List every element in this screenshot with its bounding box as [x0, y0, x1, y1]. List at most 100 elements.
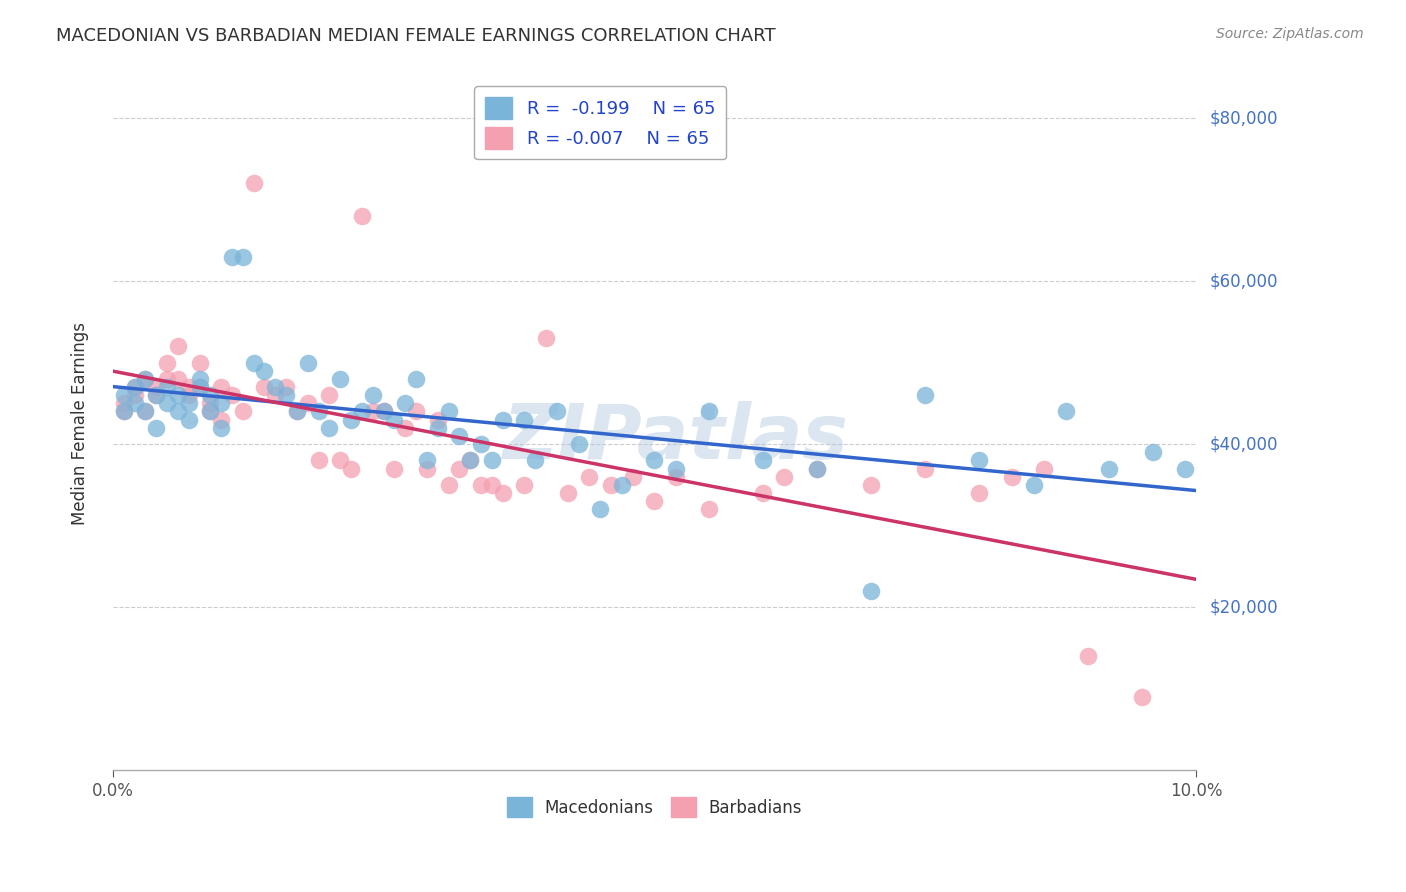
Point [1054, 404, 1077, 418]
Point [1174, 461, 1197, 475]
Point [221, 388, 243, 402]
Point [437, 478, 460, 492]
Point [361, 388, 384, 402]
Point [1130, 690, 1153, 704]
Point [361, 404, 384, 418]
Point [209, 380, 232, 394]
Point [276, 388, 298, 402]
Point [124, 380, 146, 394]
Point [329, 453, 352, 467]
Point [1098, 461, 1121, 475]
Point [524, 453, 547, 467]
Text: $40,000: $40,000 [1211, 435, 1278, 453]
Point [253, 380, 276, 394]
Point [405, 372, 427, 386]
Point [481, 478, 503, 492]
Point [124, 380, 146, 394]
Point [470, 437, 492, 451]
Point [188, 380, 211, 394]
Point [177, 396, 200, 410]
Point [200, 396, 222, 410]
Point [297, 396, 319, 410]
Point [285, 404, 308, 418]
Point [209, 396, 232, 410]
Point [568, 437, 591, 451]
Point [665, 469, 688, 483]
Point [470, 478, 492, 492]
Point [373, 404, 395, 418]
Point [200, 388, 222, 402]
Point [156, 372, 179, 386]
Point [350, 209, 373, 223]
Point [188, 380, 211, 394]
Point [697, 502, 720, 516]
Point [557, 486, 579, 500]
Point [253, 364, 276, 378]
Point [209, 421, 232, 435]
Point [232, 250, 254, 264]
Legend: Macedonians, Barbadians: Macedonians, Barbadians [501, 790, 808, 824]
Text: $60,000: $60,000 [1211, 272, 1278, 290]
Point [773, 469, 796, 483]
Point [124, 388, 146, 402]
Text: MACEDONIAN VS BARBADIAN MEDIAN FEMALE EARNINGS CORRELATION CHART: MACEDONIAN VS BARBADIAN MEDIAN FEMALE EA… [56, 27, 776, 45]
Point [297, 356, 319, 370]
Point [145, 388, 167, 402]
Point [134, 372, 156, 386]
Point [112, 404, 135, 418]
Point [188, 356, 211, 370]
Point [394, 421, 416, 435]
Point [492, 412, 515, 426]
Point [384, 461, 406, 475]
Point [969, 453, 991, 467]
Point [578, 469, 600, 483]
Point [276, 380, 298, 394]
Point [416, 453, 439, 467]
Point [285, 404, 308, 418]
Point [384, 412, 406, 426]
Point [589, 502, 612, 516]
Point [416, 461, 439, 475]
Point [449, 429, 471, 443]
Point [112, 396, 135, 410]
Point [145, 380, 167, 394]
Point [534, 331, 557, 345]
Point [621, 469, 644, 483]
Point [1022, 478, 1045, 492]
Point [318, 388, 340, 402]
Point [134, 372, 156, 386]
Point [112, 404, 135, 418]
Point [751, 486, 773, 500]
Point [513, 412, 536, 426]
Point [177, 388, 200, 402]
Point [177, 412, 200, 426]
Point [264, 380, 287, 394]
Point [394, 396, 416, 410]
Point [1142, 445, 1164, 459]
Point [166, 404, 188, 418]
Point [1033, 461, 1056, 475]
Point [458, 453, 481, 467]
Point [1077, 648, 1099, 663]
Point [806, 461, 828, 475]
Point [1001, 469, 1024, 483]
Point [546, 404, 568, 418]
Text: Source: ZipAtlas.com: Source: ZipAtlas.com [1216, 27, 1364, 41]
Point [914, 388, 936, 402]
Point [112, 388, 135, 402]
Point [437, 404, 460, 418]
Point [610, 478, 633, 492]
Point [308, 404, 330, 418]
Point [156, 396, 179, 410]
Point [308, 453, 330, 467]
Point [177, 380, 200, 394]
Point [600, 478, 623, 492]
Point [860, 583, 883, 598]
Point [697, 404, 720, 418]
Text: ZIPatlas: ZIPatlas [503, 401, 849, 475]
Point [134, 404, 156, 418]
Point [329, 372, 352, 386]
Point [156, 356, 179, 370]
Point [665, 461, 688, 475]
Point [156, 380, 179, 394]
